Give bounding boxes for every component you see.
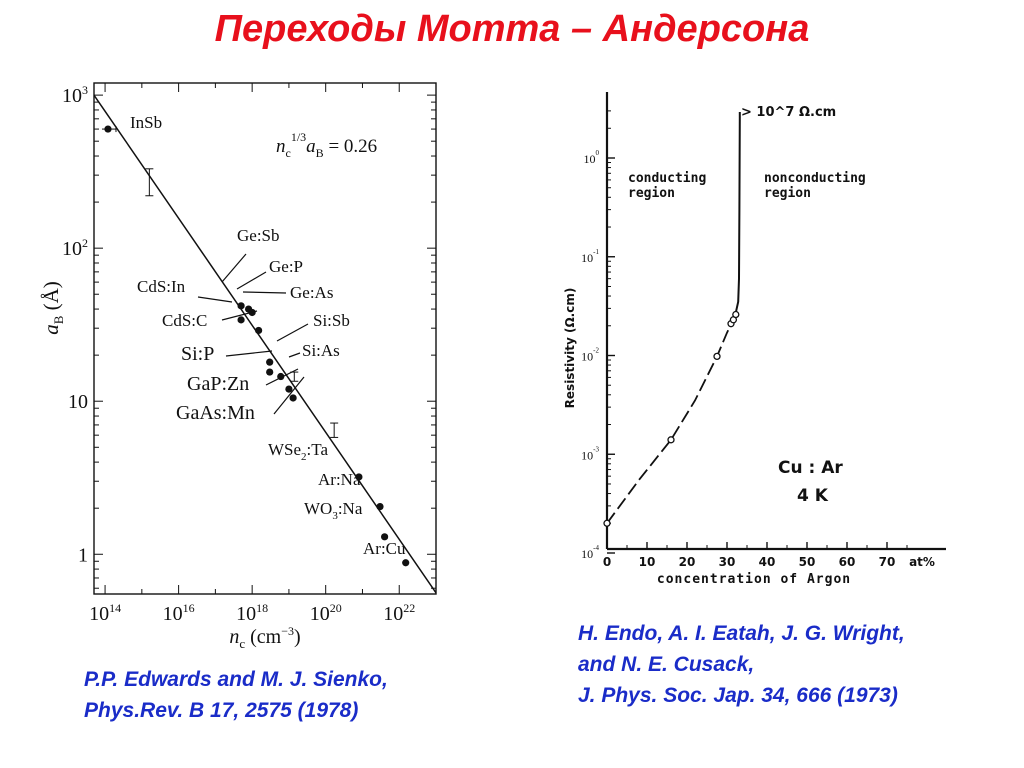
right-x-tick-label: 40 xyxy=(759,555,776,569)
left-x-tick-label: 1022 xyxy=(383,601,415,625)
left-point-label-wo3-na: WO3:Na xyxy=(304,499,363,522)
citation-left-line-1: P.P. Edwards and M. J. Sienko, xyxy=(84,668,388,691)
left-point-label-gap-zn: GaP:Zn xyxy=(187,373,249,395)
left-point-wo3-na xyxy=(380,533,389,541)
left-y-tick-label: 1 xyxy=(78,544,88,566)
left-y-tick-label: 102 xyxy=(62,236,88,260)
left-point-label-insb: InSb xyxy=(130,113,162,132)
left-x-axis-label: nc (cm−3) xyxy=(229,624,300,651)
left-x-tick-label: 1018 xyxy=(236,601,268,625)
left-leader-cds-in xyxy=(197,296,233,303)
left-point-ar-na xyxy=(376,502,384,511)
right-open-point-1 xyxy=(667,436,675,444)
right-temperature-label: 4 K xyxy=(797,486,829,506)
left-leader-cds-c xyxy=(221,310,258,321)
right-x-tick-label: 0 xyxy=(603,555,611,569)
right-region-label-nonconducting: nonconducting xyxy=(764,171,866,186)
right-y-tick-label: 10-3 xyxy=(581,445,599,462)
left-point-cds-c xyxy=(255,326,263,335)
left-point-label-si-sb: Si:Sb xyxy=(313,311,350,330)
right-system-label: Cu : Ar xyxy=(778,458,843,478)
right-y-tick-label: 10-2 xyxy=(581,347,599,364)
right-x-axis-label: concentration of Argon xyxy=(657,572,851,587)
left-plot-frame xyxy=(93,82,437,595)
left-leader-gap-zn xyxy=(265,368,299,386)
right-x-tick-label: 70 xyxy=(879,555,896,569)
left-leader-ge-as xyxy=(242,291,287,294)
left-point-si-p xyxy=(266,368,274,376)
left-leader-gaas-mn xyxy=(273,376,305,415)
left-point-label-ge-sb: Ge:Sb xyxy=(237,226,280,245)
left-point-label-gaas-mn: GaAs:Mn xyxy=(176,402,255,424)
right-y-tick-label: 10-1 xyxy=(581,248,599,265)
left-annotation-mott-criterion: nc1/3aB = 0.26 xyxy=(276,130,377,160)
left-point-ge-sb xyxy=(237,302,245,310)
right-curve-dashed xyxy=(606,315,736,524)
right-region-label-conducting: conducting xyxy=(628,171,706,186)
left-point-label-cds-in: CdS:In xyxy=(137,277,186,296)
left-point-label-ge-as: Ge:As xyxy=(290,283,333,302)
right-open-point-0 xyxy=(603,519,611,527)
right-x-tick-label: 30 xyxy=(719,555,736,569)
left-leader-ge-sb xyxy=(221,253,247,283)
right-open-point-5 xyxy=(732,310,740,319)
left-point-wse2-ta xyxy=(355,473,363,481)
slide-title: Переходы Мотта – Андерсона xyxy=(214,8,810,50)
citation-endo-et-al: H. Endo, A. I. Eatah, J. G. Wright, and … xyxy=(578,618,905,711)
left-point-ar-cu xyxy=(402,559,410,567)
left-point-si-sb xyxy=(266,358,274,366)
left-point-gaas-mn xyxy=(289,394,297,402)
right-x-unit-label: at% xyxy=(909,555,935,569)
right-x-tick-label: 60 xyxy=(839,555,856,569)
citation-edwards-sienko: P.P. Edwards and M. J. Sienko, Phys.Rev.… xyxy=(84,664,388,726)
left-point-label-ar-na: Ar:Na xyxy=(318,470,361,489)
right-region-label-nonconducting-2: region xyxy=(764,186,811,201)
right-y-axis-label: Resistivity (Ω.cm) xyxy=(563,288,577,409)
citation-right-line-2: and N. E. Cusack, xyxy=(578,653,755,676)
left-leader-si-sb xyxy=(276,323,309,342)
left-point-label-wse2-ta: WSe2:Ta xyxy=(268,440,328,463)
right-y-tick-label: 100 xyxy=(584,149,600,166)
right-region-label-conducting-2: region xyxy=(628,186,675,201)
left-point-cds-in xyxy=(237,316,245,324)
right-x-tick-label: 50 xyxy=(799,555,816,569)
right-top-label: > 10^7 Ω.cm xyxy=(741,105,836,120)
left-point-label-ar-cu: Ar:Cu xyxy=(363,539,406,558)
left-leader-si-as xyxy=(288,352,301,358)
left-y-axis-label: aB (Å) xyxy=(39,281,66,335)
citation-right-line-1: H. Endo, A. I. Eatah, J. G. Wright, xyxy=(578,622,905,645)
left-x-tick-label: 1014 xyxy=(89,601,121,625)
citation-left-line-2: Phys.Rev. B 17, 2575 (1978) xyxy=(84,699,359,722)
right-y-tick-label: 10-4 xyxy=(581,544,599,561)
left-y-tick-label: 103 xyxy=(62,83,88,107)
left-point-label-si-as: Si:As xyxy=(302,341,340,360)
right-open-point-2 xyxy=(713,352,721,361)
left-point-label-cds-c: CdS:C xyxy=(162,311,207,330)
left-x-tick-label: 1020 xyxy=(310,601,342,625)
left-x-tick-label: 1016 xyxy=(163,601,195,625)
left-leader-ge-p xyxy=(236,271,267,290)
right-curve-solid-transition xyxy=(734,112,741,317)
left-point-gap-zn xyxy=(285,385,293,393)
left-point-label-si-p: Si:P xyxy=(181,343,214,365)
right-x-tick-label: 10 xyxy=(639,555,656,569)
right-x-tick-label: 20 xyxy=(679,555,696,569)
left-y-tick-label: 10 xyxy=(68,391,88,413)
left-leader-si-p xyxy=(225,350,273,357)
citation-right-line-3: J. Phys. Soc. Jap. 34, 666 (1973) xyxy=(578,684,898,707)
left-point-label-ge-p: Ge:P xyxy=(269,257,303,276)
